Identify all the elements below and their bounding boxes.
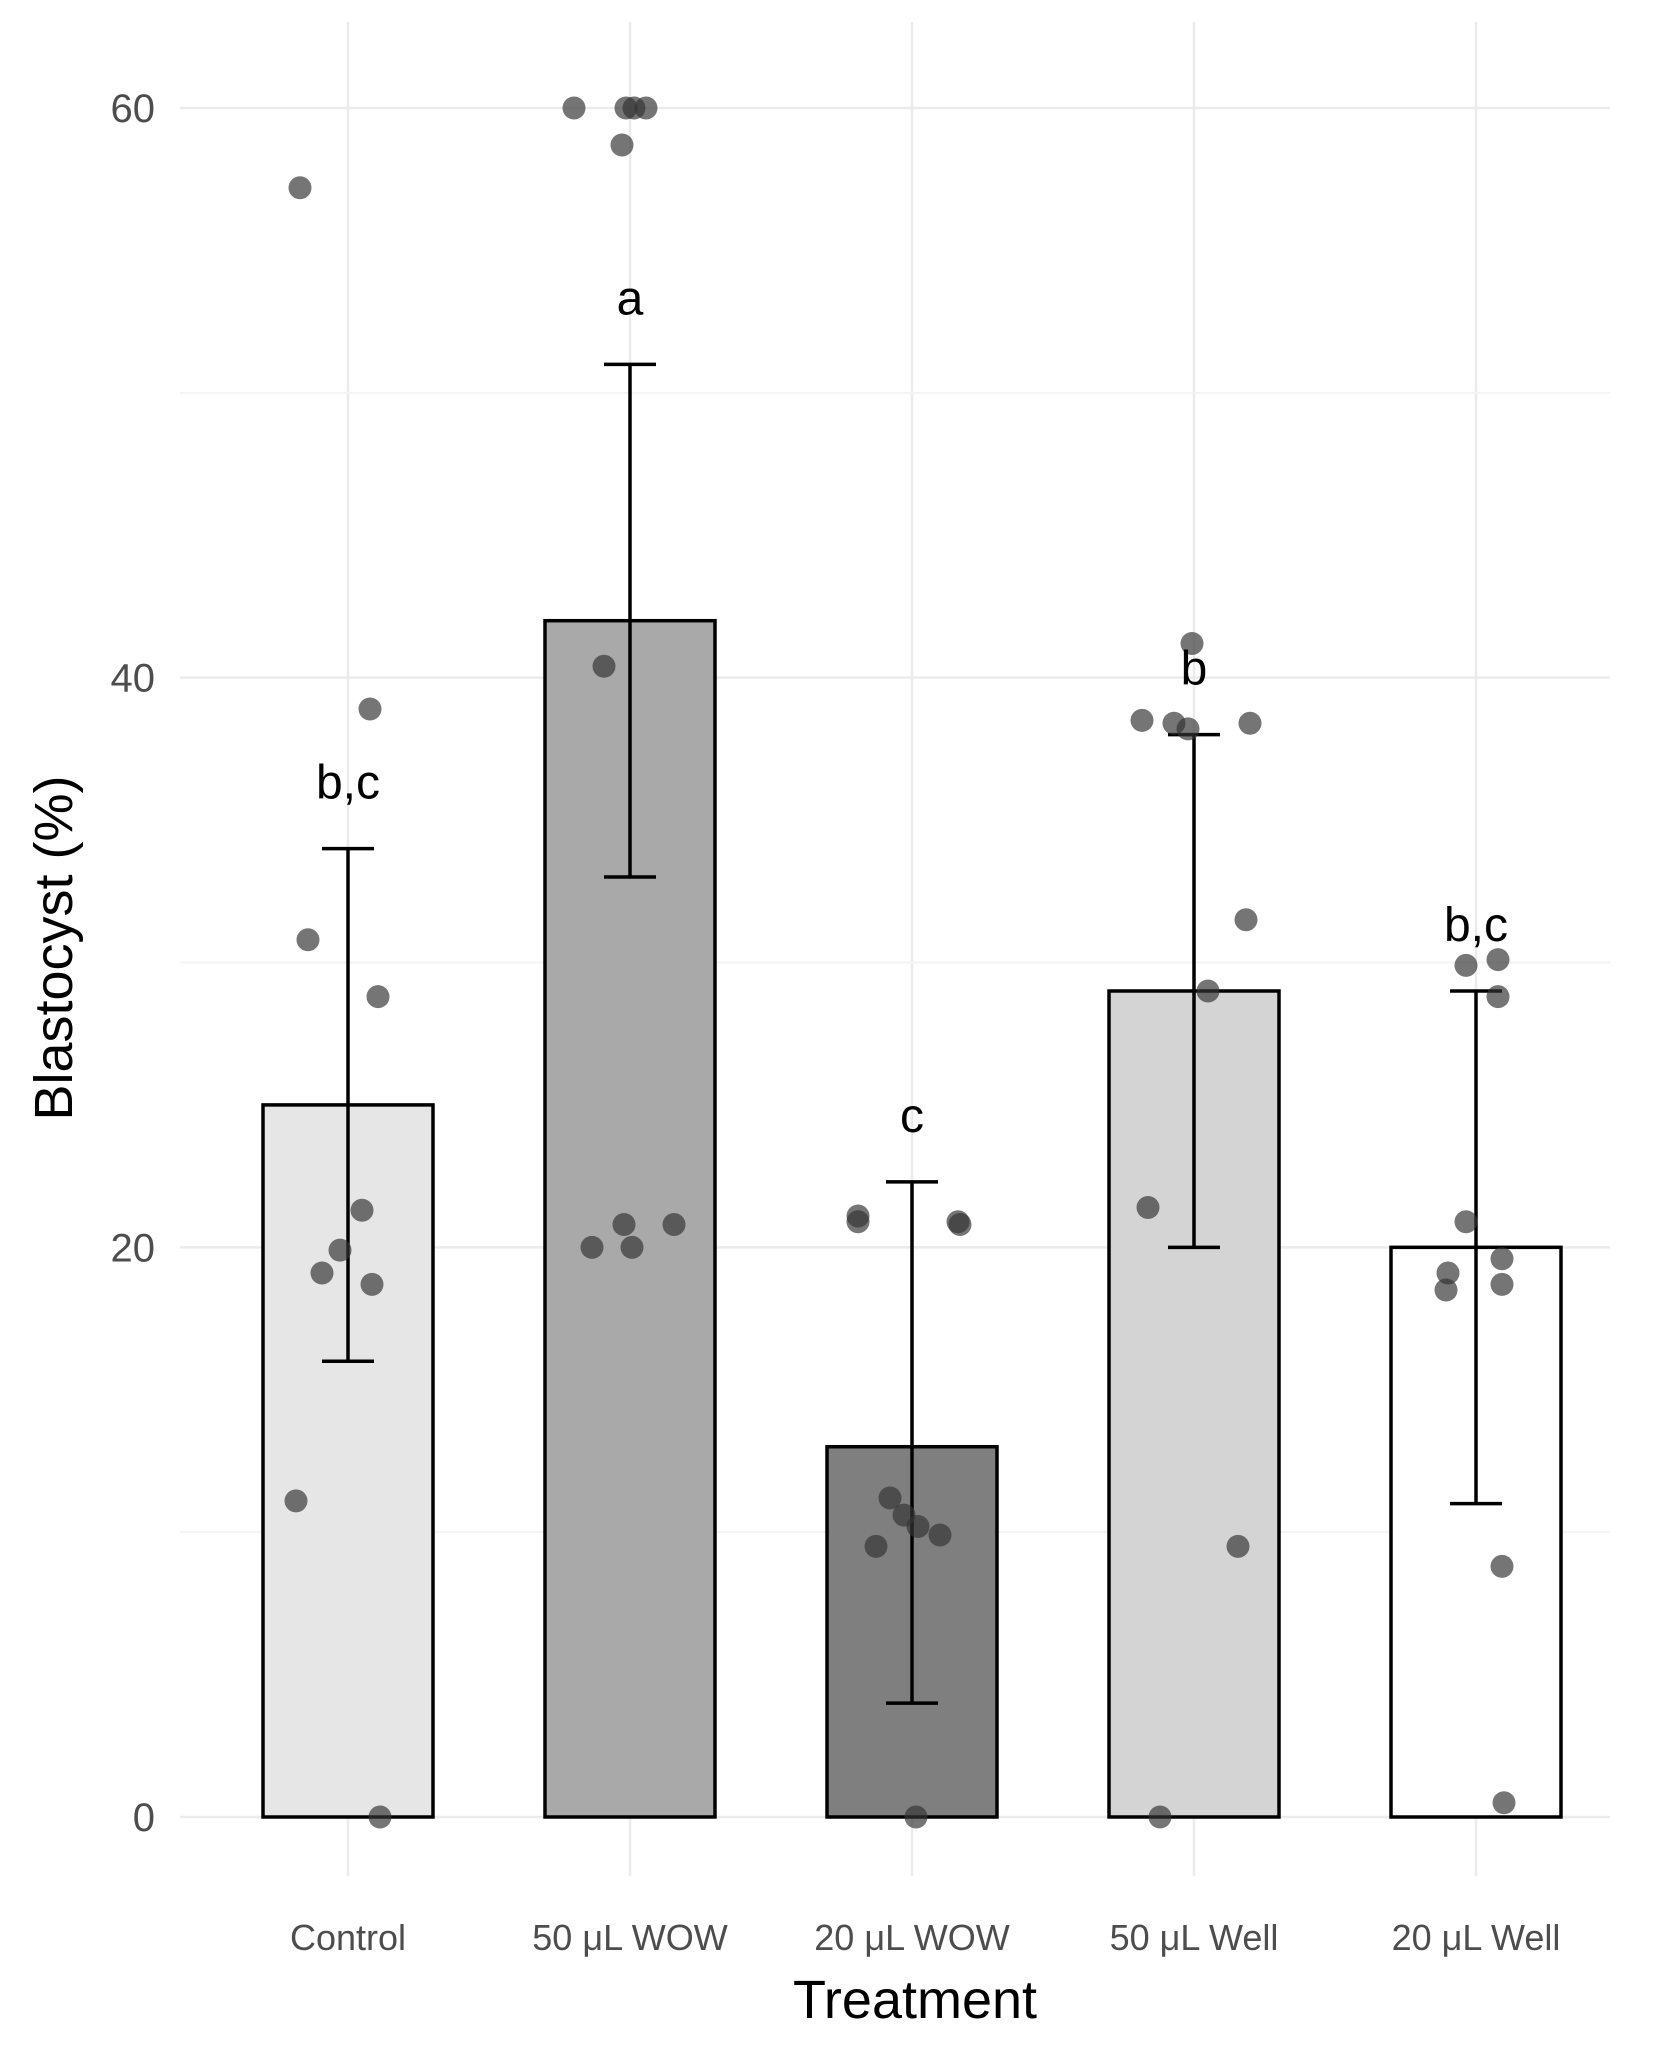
data-point xyxy=(1490,1272,1514,1296)
data-point xyxy=(1490,1247,1514,1271)
data-point xyxy=(928,1523,952,1547)
data-point xyxy=(360,1272,384,1296)
data-point xyxy=(1196,979,1220,1003)
data-point xyxy=(620,1235,644,1259)
data-point xyxy=(1180,631,1204,655)
data-point xyxy=(1490,1554,1514,1578)
data-point xyxy=(904,1805,928,1829)
data-point xyxy=(610,133,634,157)
data-point xyxy=(296,928,320,952)
x-axis-title: Treatment xyxy=(793,1970,1037,2030)
data-point xyxy=(1234,908,1258,932)
data-point xyxy=(1176,717,1200,741)
data-point xyxy=(1454,953,1478,977)
significance-letter: b,c xyxy=(1444,899,1508,952)
data-point xyxy=(580,1235,604,1259)
x-tick-label: 20 μL WOW xyxy=(814,1917,1009,1958)
x-tick-label: 20 μL Well xyxy=(1392,1917,1561,1958)
data-points xyxy=(284,96,1516,1829)
x-tick-label: 50 μL Well xyxy=(1110,1917,1279,1958)
y-axis-ticks: 0 20 40 60 xyxy=(111,87,156,1840)
data-point xyxy=(612,1213,636,1237)
y-tick-label: 60 xyxy=(111,87,156,131)
data-point xyxy=(592,654,616,678)
significance-letters: b,c a c b b,c xyxy=(316,272,1508,1142)
data-point xyxy=(310,1261,334,1285)
data-point xyxy=(1238,711,1262,735)
data-point xyxy=(1136,1195,1160,1219)
y-tick-label: 0 xyxy=(133,1796,155,1840)
data-point xyxy=(634,96,658,120)
significance-letter: b,c xyxy=(316,757,380,810)
data-point xyxy=(906,1514,930,1538)
data-point xyxy=(1130,708,1154,732)
data-point xyxy=(846,1210,870,1234)
data-point xyxy=(1486,948,1510,972)
y-tick-label: 40 xyxy=(111,657,156,701)
data-point xyxy=(350,1198,374,1222)
data-point xyxy=(1226,1534,1250,1558)
data-point xyxy=(1148,1805,1172,1829)
data-point xyxy=(284,1489,308,1513)
data-point xyxy=(948,1213,972,1237)
data-point xyxy=(328,1238,352,1262)
y-axis-title: Blastocyst (%) xyxy=(24,775,84,1120)
data-point xyxy=(1486,985,1510,1009)
data-point xyxy=(662,1213,686,1237)
data-point xyxy=(1492,1791,1516,1815)
data-point xyxy=(864,1534,888,1558)
data-point xyxy=(562,96,586,120)
data-point xyxy=(878,1486,902,1510)
y-tick-label: 20 xyxy=(111,1226,156,1270)
data-point xyxy=(358,697,382,721)
data-point xyxy=(288,176,312,200)
x-tick-label: 50 μL WOW xyxy=(532,1917,727,1958)
data-point xyxy=(1436,1261,1460,1285)
bars xyxy=(261,618,1563,1819)
significance-letter: c xyxy=(900,1090,924,1143)
x-axis-ticks: Control 50 μL WOW 20 μL WOW 50 μL Well 20 μL… xyxy=(290,1917,1560,1958)
data-point xyxy=(1454,1210,1478,1234)
significance-letter: b xyxy=(1181,643,1208,696)
significance-letter: a xyxy=(617,272,644,325)
x-tick-label: Control xyxy=(290,1917,406,1958)
data-point xyxy=(366,985,390,1009)
data-point xyxy=(368,1805,392,1829)
data-point xyxy=(1434,1278,1458,1302)
